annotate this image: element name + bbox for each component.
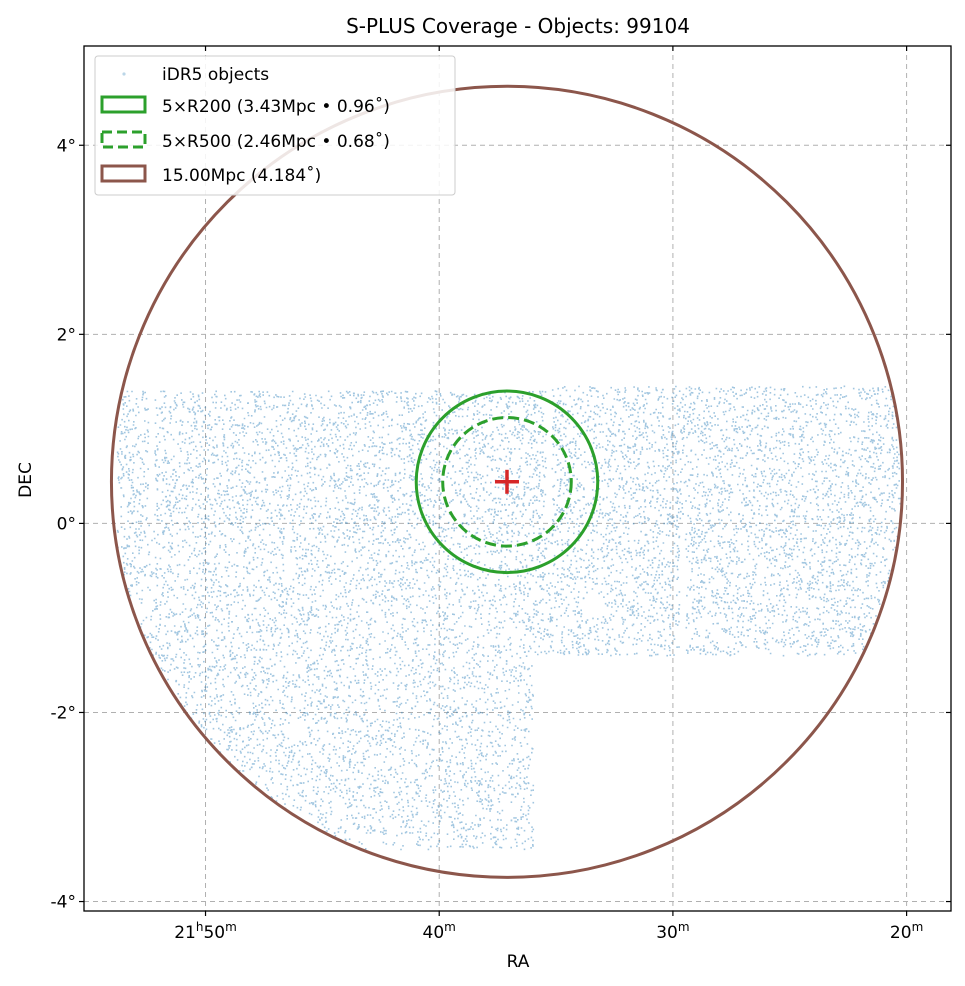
points-group (116, 385, 902, 851)
radius-circles (109, 84, 905, 879)
plot-frame (83, 45, 952, 912)
r200-circle (414, 389, 600, 575)
legend-marker-r500 (100, 130, 147, 149)
chart-title: S-PLUS Coverage - Objects: 99104 (346, 14, 690, 38)
r15mpc-circle (109, 84, 905, 879)
legend-label-r500: 5×R500 (2.46Mpc • 0.68˚) (162, 131, 390, 152)
legend-label-r15: 15.00Mpc (4.184˚) (162, 165, 321, 186)
x-tick-label: 20m (890, 920, 923, 943)
x-tick-label: 30m (656, 920, 689, 943)
y-axis-label: DEC (16, 462, 36, 498)
data-points (116, 385, 902, 851)
y-tick-label: -2° (51, 703, 76, 723)
r500-circle (441, 416, 573, 548)
x-axis-label: RA (507, 952, 530, 972)
y-tick-label: 0° (57, 514, 76, 534)
y-tick-label: -4° (51, 893, 76, 913)
object-points (116, 385, 902, 851)
legend: iDR5 objects 5×R200 (3.43Mpc • 0.96˚) 5×… (94, 55, 456, 196)
axis-ticks: 21h50m 40m 30m 20m 4° 2° 0° -2° -4° (51, 46, 951, 943)
y-tick-label: 4° (57, 136, 76, 156)
legend-box (94, 55, 456, 196)
x-tick-label: 40m (423, 920, 456, 943)
legend-label-r200: 5×R200 (3.43Mpc • 0.96˚) (162, 96, 390, 117)
x-tick-label: 21h50m (174, 920, 237, 943)
legend-marker-r15 (100, 164, 147, 183)
legend-label-points: iDR5 objects (162, 65, 269, 85)
legend-marker-r200 (100, 95, 147, 114)
legend-marker-points (122, 72, 126, 76)
y-tick-label: 2° (57, 325, 76, 345)
